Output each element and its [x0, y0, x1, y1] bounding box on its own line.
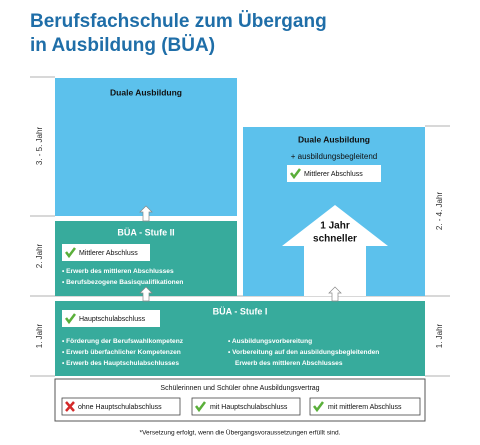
bullet: • Erwerb des mittleren Abschlusses: [62, 268, 174, 275]
badge-text: Mittlerer Abschluss: [79, 250, 138, 257]
title: in Ausbildung (BÜA): [30, 35, 215, 56]
bullet: • Berufsbezogene Basisqualifikationen: [62, 279, 183, 286]
check-icon: [65, 247, 76, 259]
badge-text: Hauptschulabschluss: [79, 316, 146, 323]
axis-label: 1. Jahr: [435, 323, 444, 348]
entry-title: Schülerinnen und Schüler ohne Ausbildung…: [160, 385, 319, 392]
option: [61, 397, 181, 416]
box-duale: [55, 78, 237, 216]
box-title: Duale Ausbildung: [110, 87, 182, 97]
axis-label: 2. Jahr: [35, 243, 44, 268]
box-title: Duale Ausbildung: [298, 134, 370, 144]
bullet: • Erwerb des Hauptschulabschlusses: [62, 360, 179, 367]
badge-text: Mittlerer Abschluss: [304, 171, 363, 178]
box-subtitle: + ausbildungsbegleitend: [291, 152, 378, 161]
option-text: mit Hauptschulabschluss: [210, 404, 288, 411]
small-arrows: [139, 205, 342, 302]
x-icon: [65, 401, 75, 412]
bullet: • Förderung der Berufswahlkompetenz: [62, 338, 184, 345]
axis-label: 1. Jahr: [35, 323, 44, 348]
bullet: Erwerb des mittleren Abschlusses: [235, 360, 343, 367]
arrow-text: schneller: [313, 234, 357, 245]
badge: [62, 244, 150, 261]
option-text: mit mittlerem Abschluss: [328, 404, 402, 411]
badge: [287, 165, 381, 182]
option-text: ohne Hauptschulabschluss: [78, 404, 162, 411]
box-title: BÜA - Stufe II: [117, 227, 174, 237]
check-icon: [290, 168, 301, 180]
option: [309, 397, 421, 416]
bullet: • Vorbereitung auf den ausbildungsbeglei…: [228, 349, 379, 356]
bullet: • Erwerb überfachlicher Kompetenzen: [62, 349, 181, 356]
badge: [62, 310, 160, 327]
arrow-text: 1 Jahr: [320, 221, 350, 232]
axis-label: 2. - 4. Jahr: [435, 192, 444, 231]
footnote: *Versetzung erfolgt, wenn die Übergangsv…: [140, 429, 341, 437]
option: [191, 397, 301, 416]
check-icon: [313, 401, 324, 413]
check-icon: [65, 313, 76, 325]
box-title: BÜA - Stufe I: [213, 306, 268, 316]
bullet: • Ausbildungsvorbereitung: [228, 338, 312, 345]
big-arrow: [282, 205, 388, 296]
title: Berufsfachschule zum Übergang: [30, 11, 327, 32]
check-icon: [195, 401, 206, 413]
axis-label: 3. - 5. Jahr: [35, 127, 44, 166]
